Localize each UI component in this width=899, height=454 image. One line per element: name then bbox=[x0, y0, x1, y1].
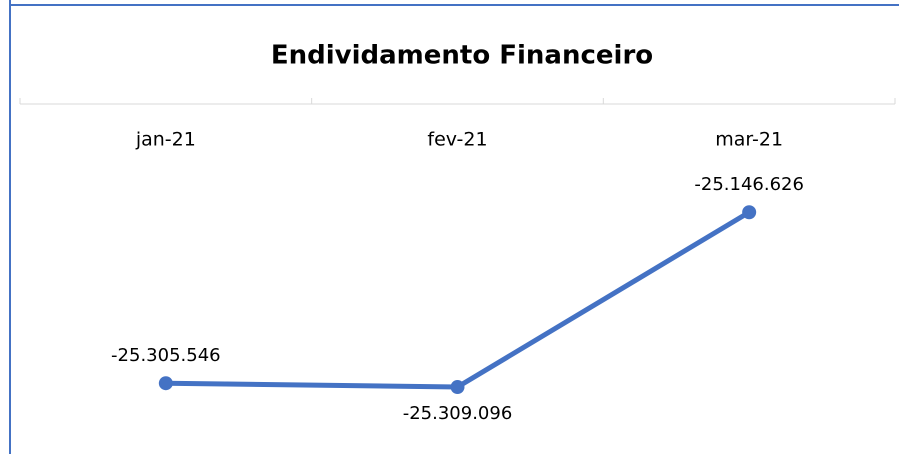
marker bbox=[742, 205, 757, 220]
x-tick-label: jan-21 bbox=[135, 129, 196, 151]
data-label: -25.305.546 bbox=[111, 345, 221, 366]
x-tick-label: fev-21 bbox=[427, 129, 487, 151]
data-label: -25.309.096 bbox=[403, 403, 513, 424]
data-label: -25.146.626 bbox=[694, 174, 804, 195]
chart-title: Endividamento Financeiro bbox=[271, 41, 653, 71]
marker bbox=[450, 380, 465, 395]
x-tick-label: mar-21 bbox=[715, 129, 783, 151]
line bbox=[163, 209, 752, 390]
marker bbox=[158, 376, 173, 391]
